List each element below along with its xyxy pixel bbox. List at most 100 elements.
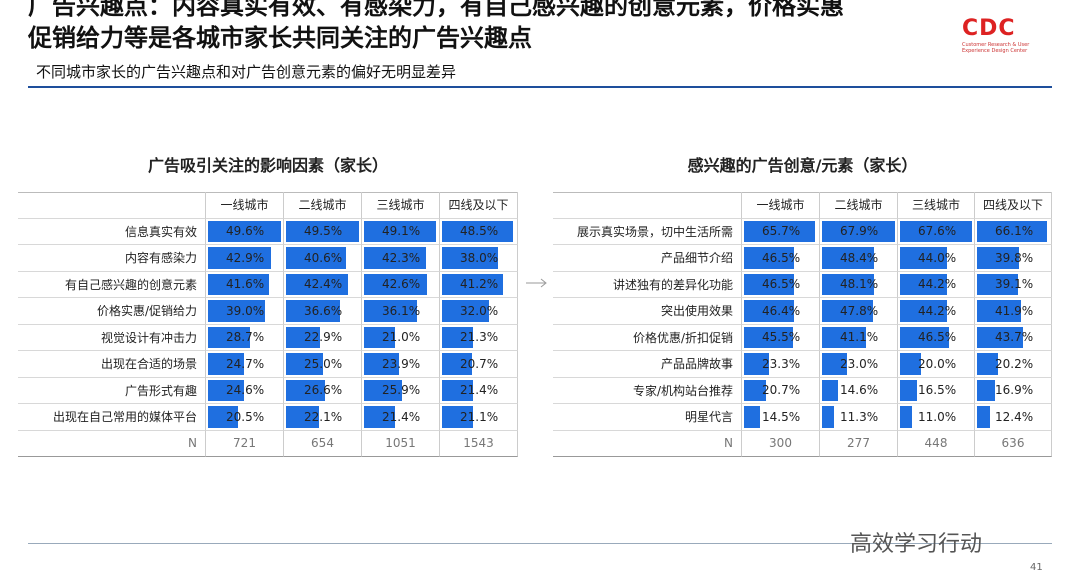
value-label: 67.9%	[840, 224, 879, 239]
bar	[977, 406, 991, 428]
value-label: 24.6%	[226, 383, 265, 398]
bar	[286, 353, 323, 375]
value-cell: 44.2%	[898, 298, 975, 325]
value-label: 21.3%	[460, 330, 499, 345]
bar	[977, 300, 1022, 322]
value-cell: 16.9%	[975, 377, 1052, 404]
column-header: 二线城市	[284, 192, 362, 219]
value-cell: 46.5%	[898, 324, 975, 351]
value-label: 23.9%	[382, 356, 421, 371]
bar	[364, 300, 418, 322]
n-value: 654	[284, 430, 362, 457]
table-title: 广告吸引关注的影响因素（家长）	[147, 156, 388, 175]
bar	[900, 406, 912, 428]
label-cell	[18, 192, 206, 219]
value-label: 49.5%	[304, 224, 343, 239]
value-cell: 67.9%	[820, 218, 898, 245]
row-label: 产品品牌故事	[553, 351, 742, 378]
watermark: 高效学习行动	[850, 532, 983, 557]
value-cell: 46.5%	[742, 245, 820, 272]
value-cell: 20.2%	[975, 351, 1052, 378]
bar	[744, 379, 767, 401]
value-cell: 39.8%	[975, 245, 1052, 272]
value-label: 39.1%	[995, 277, 1034, 292]
value-cell: 24.7%	[206, 351, 284, 378]
n-label: N	[18, 430, 206, 457]
row-label: 有自己感兴趣的创意元素	[18, 271, 206, 298]
bar	[364, 379, 403, 401]
value-cell: 39.0%	[206, 298, 284, 325]
bar	[364, 326, 395, 348]
value-label: 49.1%	[382, 224, 421, 239]
value-cell: 45.5%	[742, 324, 820, 351]
value-cell: 42.4%	[284, 271, 362, 298]
value-label: 23.0%	[840, 356, 879, 371]
bar	[977, 353, 999, 375]
row-label: 价格优惠/折扣促销	[553, 324, 742, 351]
bar	[286, 379, 326, 401]
bar	[977, 379, 995, 401]
row-label: 专家/机构站台推荐	[553, 377, 742, 404]
bar	[442, 300, 490, 322]
value-cell: 21.1%	[440, 404, 518, 431]
value-cell: 11.3%	[820, 404, 898, 431]
column-header: 一线城市	[206, 192, 284, 219]
value-label: 48.1%	[840, 277, 879, 292]
title: 广告兴趣点：内容真实有效、有感染力，有自己感兴趣的创意元素，价格实惠	[28, 0, 844, 20]
value-label: 44.2%	[918, 303, 957, 318]
logo-sub: Customer Research & User Experience Desi…	[962, 42, 1030, 54]
value-cell: 65.7%	[742, 218, 820, 245]
bar	[822, 300, 874, 322]
label-cell	[553, 192, 742, 219]
value-cell: 41.1%	[820, 324, 898, 351]
value-label: 26.6%	[304, 383, 343, 398]
value-cell: 49.6%	[206, 218, 284, 245]
value-cell: 48.4%	[820, 245, 898, 272]
value-label: 20.7%	[762, 383, 801, 398]
bar	[442, 220, 514, 242]
bar	[208, 406, 239, 428]
bar	[900, 247, 947, 269]
value-cell: 21.4%	[440, 377, 518, 404]
value-label: 41.6%	[226, 277, 265, 292]
n-value: 1543	[440, 430, 518, 457]
value-cell: 42.3%	[362, 245, 440, 272]
value-cell: 28.7%	[206, 324, 284, 351]
bar	[208, 247, 272, 269]
value-label: 16.5%	[918, 383, 957, 398]
value-label: 41.2%	[460, 277, 499, 292]
bar	[900, 353, 922, 375]
row-label: 出现在自己常用的媒体平台	[18, 404, 206, 431]
value-label: 42.4%	[304, 277, 343, 292]
bar	[286, 273, 349, 295]
value-label: 20.0%	[918, 356, 957, 371]
value-cell: 40.6%	[284, 245, 362, 272]
value-cell: 46.5%	[742, 271, 820, 298]
bar	[822, 353, 847, 375]
value-cell: 21.0%	[362, 324, 440, 351]
column-header: 二线城市	[820, 192, 898, 219]
value-cell: 14.6%	[820, 377, 898, 404]
column-header: 四线及以下	[975, 192, 1052, 219]
value-cell: 41.6%	[206, 271, 284, 298]
value-cell: 42.9%	[206, 245, 284, 272]
value-label: 48.5%	[460, 224, 499, 239]
row-label: 讲述独有的差异化功能	[553, 271, 742, 298]
value-cell: 23.3%	[742, 351, 820, 378]
bar	[900, 300, 947, 322]
rule	[28, 86, 1052, 88]
value-cell: 47.8%	[820, 298, 898, 325]
n-value: 448	[898, 430, 975, 457]
value-cell: 16.5%	[898, 377, 975, 404]
value-cell: 25.9%	[362, 377, 440, 404]
bar	[900, 273, 947, 295]
page-number: 41	[1030, 562, 1043, 573]
value-cell: 42.6%	[362, 271, 440, 298]
bar	[364, 406, 396, 428]
bar	[744, 406, 760, 428]
value-label: 66.1%	[995, 224, 1034, 239]
value-cell: 48.1%	[820, 271, 898, 298]
bar	[822, 326, 867, 348]
bar	[442, 379, 474, 401]
value-label: 25.9%	[382, 383, 421, 398]
